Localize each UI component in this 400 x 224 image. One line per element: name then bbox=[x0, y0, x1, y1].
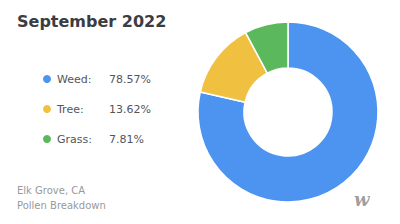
svg-text:Pollen Breakdown: Pollen Breakdown bbox=[17, 200, 106, 211]
svg-text:Elk Grove, CA: Elk Grove, CA bbox=[17, 185, 85, 196]
svg-text:7.81%: 7.81% bbox=[109, 133, 144, 146]
svg-text:Weed:: Weed: bbox=[57, 73, 91, 86]
svg-text:September 2022: September 2022 bbox=[17, 12, 166, 31]
svg-text:w: w bbox=[354, 189, 371, 210]
svg-text:Tree:: Tree: bbox=[56, 103, 84, 116]
svg-text:13.62%: 13.62% bbox=[109, 103, 151, 116]
svg-text:78.57%: 78.57% bbox=[109, 73, 151, 86]
svg-text:Grass:: Grass: bbox=[57, 133, 92, 146]
